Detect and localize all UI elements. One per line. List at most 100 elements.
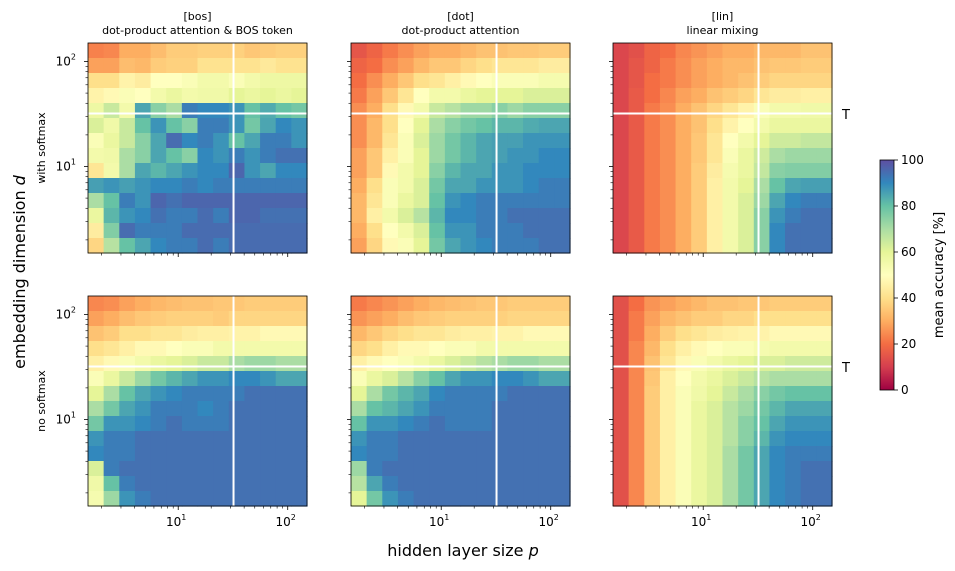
heatmap-cell (644, 193, 661, 209)
heatmap-cell (644, 238, 661, 254)
heatmap-cell (554, 296, 571, 312)
heatmap-cell (213, 238, 230, 254)
heatmap-cell (366, 133, 383, 149)
heatmap-cell (166, 326, 183, 342)
colorbar-tick-label: 20 (901, 337, 916, 351)
x-tick-label: 102 (539, 513, 559, 529)
panel-title: dot-product attention & BOS token (102, 24, 293, 37)
heatmap-cell (523, 118, 540, 134)
heatmap-cell (366, 371, 383, 387)
heatmap-cell (291, 446, 308, 462)
heatmap-cell (181, 326, 199, 342)
heatmap-cell (738, 58, 755, 74)
heatmap-cell (291, 341, 308, 357)
heatmap-cell (538, 446, 555, 462)
heatmap-cell (228, 371, 246, 387)
heatmap-cell (197, 208, 214, 224)
heatmap-cell (397, 103, 415, 119)
heatmap-cell (213, 43, 230, 59)
heatmap-cell (134, 73, 152, 89)
heatmap-cell (675, 386, 692, 402)
heatmap-cell (228, 58, 246, 74)
heatmap-cell (166, 371, 183, 387)
heatmap-cell (507, 296, 524, 312)
heatmap-cell (134, 43, 152, 59)
heatmap-cell (275, 296, 292, 312)
heatmap-cell (816, 133, 833, 149)
heatmap-cell (88, 326, 105, 342)
heatmap-cell (413, 88, 430, 104)
heatmap-cell (197, 476, 214, 492)
heatmap-cell (476, 446, 493, 462)
heatmap-cell (228, 401, 246, 417)
heatmap-cell (382, 311, 399, 327)
heatmap-cell (738, 401, 755, 417)
heatmap-cell (691, 446, 708, 462)
heatmap-cell (275, 461, 292, 477)
heatmap-cell (213, 88, 230, 104)
heatmap-cell (166, 238, 183, 254)
heatmap-cell (800, 431, 817, 447)
heatmap-cell (460, 223, 477, 239)
heatmap-cell (507, 193, 524, 209)
heatmap-cell (644, 118, 661, 134)
heatmap-cell (816, 193, 833, 209)
heatmap-cell (181, 416, 199, 432)
heatmap-cell (523, 238, 540, 254)
heatmap-cell (659, 103, 677, 119)
heatmap-cell (659, 223, 677, 239)
heatmap-cell (816, 58, 833, 74)
heatmap-cell (613, 371, 630, 387)
heatmap-cell (119, 103, 136, 119)
heatmap-cell (382, 163, 399, 179)
heatmap-cell (507, 356, 524, 372)
heatmap-cell (88, 193, 105, 209)
colorbar-tick-label: 60 (901, 245, 916, 259)
y-tick-label: 101 (56, 410, 76, 426)
heatmap-cell (613, 356, 630, 372)
heatmap-cell (800, 401, 817, 417)
heatmap-cell (507, 88, 524, 104)
heatmap-cell (228, 88, 246, 104)
heatmap-cell (260, 326, 277, 342)
heatmap-cell (366, 356, 383, 372)
heatmap-cell (554, 88, 571, 104)
heatmap-cell (228, 461, 246, 477)
heatmap-cell (691, 238, 708, 254)
heatmap-cell (538, 431, 555, 447)
heatmap-cell (382, 73, 399, 89)
heatmap-cell (166, 356, 183, 372)
heatmap-cell (816, 416, 833, 432)
heatmap-cell (523, 491, 540, 507)
heatmap-cell (628, 446, 645, 462)
heatmap-cell (291, 386, 308, 402)
heatmap-cell (507, 401, 524, 417)
heatmap-cell (659, 178, 677, 194)
heatmap-cell (444, 461, 462, 477)
heatmap-cell (275, 476, 292, 492)
heatmap-cell (507, 118, 524, 134)
heatmap-cell (785, 296, 802, 312)
heatmap-cell (228, 73, 246, 89)
heatmap-cell (659, 88, 677, 104)
heatmap-cell (275, 238, 292, 254)
heatmap-cell (816, 461, 833, 477)
heatmap-cell (275, 446, 292, 462)
heatmap-cell (260, 223, 277, 239)
heatmap-cell (816, 88, 833, 104)
heatmap-cell (507, 238, 524, 254)
heatmap-cell (706, 356, 724, 372)
heatmap-cell (816, 178, 833, 194)
heatmap-cell (675, 431, 692, 447)
heatmap-cell (260, 371, 277, 387)
heatmap-cell (166, 58, 183, 74)
heatmap-cell (150, 178, 167, 194)
heatmap-cell (197, 401, 214, 417)
heatmap-cell (444, 178, 462, 194)
heatmap-cell (397, 58, 415, 74)
heatmap-cell (213, 208, 230, 224)
heatmap-cell (476, 341, 493, 357)
heatmap-cell (134, 238, 152, 254)
heatmap-cell (769, 416, 786, 432)
heatmap-cell (244, 326, 261, 342)
